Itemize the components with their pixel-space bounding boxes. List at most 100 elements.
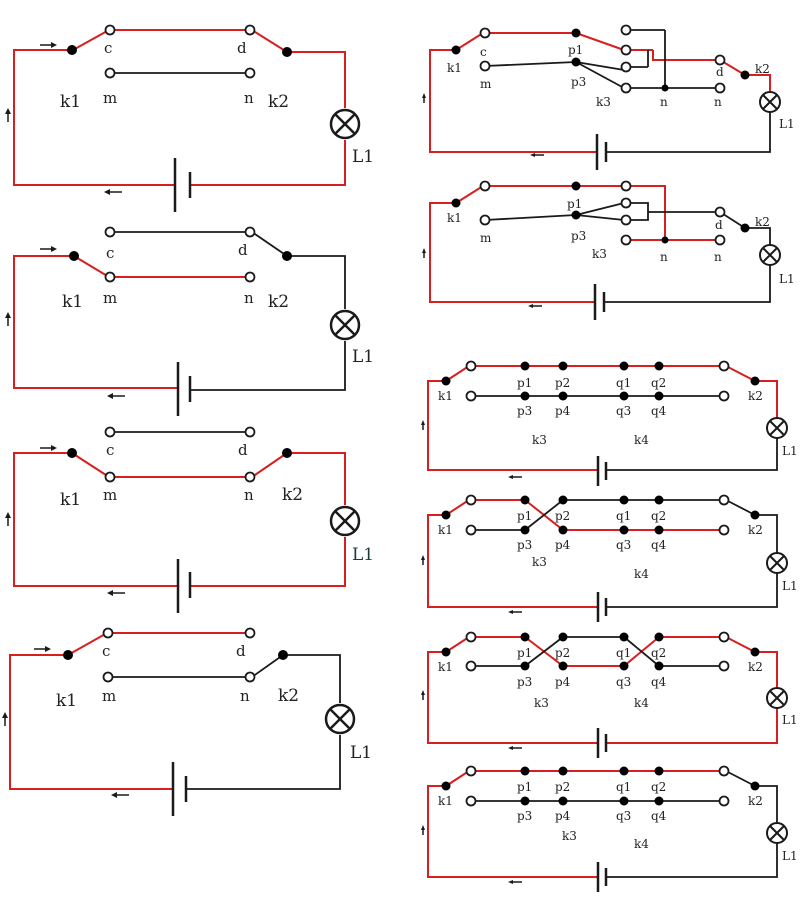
wire: [429, 202, 595, 303]
wire: [455, 32, 484, 51]
label-k2: k2: [748, 523, 763, 537]
terminal-icon: [654, 632, 664, 642]
diagram-right-4: p1 p2 q1 q2 p3 p4 q3 q4 k3 k4 k1 k2 L1: [421, 494, 798, 622]
terminal-icon: [654, 361, 664, 371]
terminal-icon: [558, 632, 568, 642]
label-k1: k1: [438, 389, 453, 403]
terminal-icon: [714, 54, 726, 66]
terminal-icon: [654, 495, 664, 505]
arrow-icon: [45, 646, 51, 652]
wire: [755, 651, 778, 688]
label-L1: L1: [782, 444, 798, 458]
arrow-icon: [5, 512, 11, 518]
lamp-icon: [329, 108, 361, 140]
label-k2: k2: [282, 485, 303, 505]
label-q2: q2: [651, 780, 666, 794]
terminal-icon: [620, 180, 632, 192]
terminal-icon: [67, 448, 77, 458]
wire: [725, 365, 756, 382]
label-q3: q3: [616, 809, 631, 823]
diagram-right-3: p1 p2 q1 q2 p3 p4 q3 q4 k3 k4 k1 k2 L1: [421, 360, 798, 486]
arrow-icon: [508, 610, 513, 614]
terminal-icon: [558, 361, 568, 371]
label-p3: p3: [571, 75, 586, 89]
terminal-icon: [465, 631, 477, 643]
label-k3: k3: [596, 95, 611, 109]
terminal-icon: [244, 67, 256, 79]
label-p3: p3: [517, 809, 532, 823]
wire: [606, 843, 778, 878]
label-L1: L1: [779, 117, 795, 131]
terminal-icon: [619, 661, 629, 671]
terminal-icon: [620, 214, 632, 226]
wire: [606, 438, 778, 471]
wire: [445, 499, 470, 516]
label-k4: k4: [634, 567, 649, 581]
label-L1: L1: [779, 272, 795, 286]
terminal-icon: [654, 796, 664, 806]
terminal-icon: [620, 61, 632, 73]
label-k2: k2: [268, 92, 289, 112]
lamp-icon: [766, 822, 788, 844]
wire: [190, 341, 346, 391]
terminal-icon: [718, 494, 730, 506]
label-p2: p2: [555, 509, 570, 523]
wire: [606, 112, 771, 153]
terminal-icon: [479, 60, 491, 72]
wire: [73, 255, 110, 278]
terminal-icon: [104, 226, 116, 238]
diagram-left-3: c d m n k1 k2 L1: [5, 426, 374, 613]
arrow-icon: [51, 445, 57, 451]
arrow-icon: [104, 189, 110, 195]
lamp-icon: [329, 505, 361, 537]
label-k1: k1: [438, 794, 453, 808]
label-k1: k1: [447, 211, 462, 225]
diagram-left-2: c d m n k1 k2 L1: [5, 226, 374, 416]
label-p1: p1: [568, 43, 583, 57]
label-c: c: [106, 441, 114, 459]
arrow-icon: [508, 880, 513, 884]
terminal-icon: [520, 632, 530, 642]
label-p3: p3: [517, 675, 532, 689]
arrow-icon: [421, 420, 425, 425]
wire: [755, 380, 778, 418]
label-p3: p3: [517, 404, 532, 418]
terminal-icon: [661, 236, 669, 244]
terminal-icon: [714, 206, 726, 218]
label-c: c: [106, 244, 114, 262]
terminal-icon: [714, 234, 726, 246]
terminal-icon: [465, 494, 477, 506]
label-q1: q1: [616, 509, 631, 523]
label-m: m: [103, 89, 117, 107]
terminal-icon: [104, 271, 116, 283]
arrow-icon: [530, 153, 535, 157]
label-p1: p1: [517, 646, 532, 660]
wire: [575, 61, 625, 89]
terminal-icon: [620, 24, 632, 36]
diagram-right-2: p1 m p3 k3 n d n k1 k2 L1: [422, 180, 795, 320]
label-q1: q1: [616, 780, 631, 794]
terminal-icon: [620, 82, 632, 94]
arrow-icon: [111, 792, 117, 798]
terminal-icon: [740, 223, 750, 233]
terminal-icon: [479, 27, 491, 39]
terminal-icon: [558, 661, 568, 671]
label-m: m: [103, 289, 117, 307]
label-k3: k3: [532, 433, 547, 447]
terminal-icon: [654, 525, 664, 535]
terminal-icon: [244, 271, 256, 283]
wire: [283, 654, 341, 703]
wire: [427, 785, 598, 878]
terminal-icon: [479, 214, 491, 226]
label-k3: k3: [562, 829, 577, 843]
wire: [429, 49, 597, 153]
wire: [445, 365, 470, 382]
label-k2: k2: [268, 292, 289, 312]
label-L1: L1: [352, 347, 374, 367]
label-q1: q1: [616, 646, 631, 660]
lamp-icon: [766, 687, 788, 709]
label-p3: p3: [571, 229, 586, 243]
wire: [575, 202, 625, 216]
terminal-icon: [740, 70, 750, 80]
